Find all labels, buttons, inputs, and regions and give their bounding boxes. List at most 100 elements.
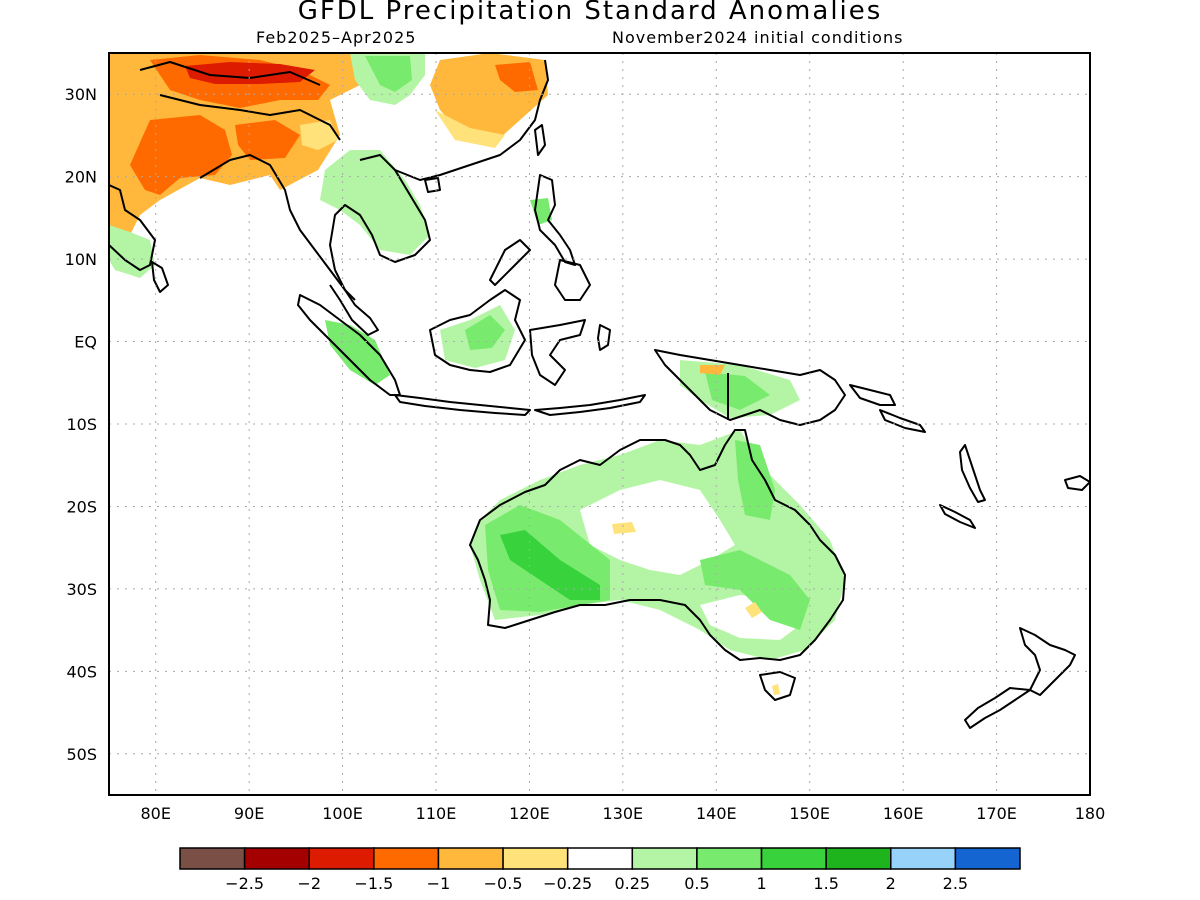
wet-anomaly-sumatra bbox=[325, 320, 390, 385]
coast-halmahera bbox=[597, 324, 611, 351]
colorbar-tick-label: 1 bbox=[756, 874, 766, 893]
weak-dry-anomaly-burma bbox=[300, 120, 338, 150]
coast-india bbox=[109, 184, 156, 271]
coast-tasmania bbox=[759, 671, 796, 701]
colorbar-swatch bbox=[502, 847, 569, 870]
coast-new-zealand-north bbox=[1019, 627, 1076, 696]
gridlines bbox=[109, 53, 1090, 795]
coast-mindanao bbox=[554, 259, 591, 301]
latitude-label: 30N bbox=[65, 85, 97, 104]
coast-malay-peninsula bbox=[329, 269, 379, 336]
weak-dry-anomaly-se-australia bbox=[745, 602, 762, 618]
colorbar-swatch bbox=[631, 847, 698, 870]
colorbar-swatch bbox=[696, 847, 763, 870]
colorbar-tick-label: 0.5 bbox=[684, 874, 709, 893]
coast-fiji bbox=[1064, 475, 1090, 491]
dry-anomaly-new-guinea bbox=[700, 365, 725, 375]
wet-anomaly-east-australia bbox=[700, 550, 810, 630]
wet-anomaly-north-australia bbox=[735, 440, 775, 520]
coast-new-britain bbox=[849, 384, 896, 406]
colorbar-labels: −2.5 −2 −1.5 −1 −0.5 −0.25 0.25 0.5 1 1.5 2 2.5 bbox=[225, 874, 968, 893]
wet-anomaly-tibet-core bbox=[365, 56, 412, 92]
coast-lesser-sunda bbox=[534, 394, 646, 416]
coast-south-china bbox=[394, 59, 549, 181]
moderate-dry-anomaly-burma bbox=[235, 120, 300, 160]
colorbar-tick-label: 2.5 bbox=[943, 874, 968, 893]
longitude-label: 140E bbox=[696, 804, 737, 823]
coast-new-zealand-south bbox=[964, 687, 1031, 729]
longitude-label: 150E bbox=[789, 804, 830, 823]
coast-new-guinea bbox=[654, 349, 846, 426]
map-title: GFDL Precipitation Standard Anomalies bbox=[297, 0, 883, 26]
moderate-dry-anomaly-east-china bbox=[495, 62, 538, 92]
longitude-label: 180 bbox=[1075, 804, 1106, 823]
colorbar-swatch bbox=[890, 847, 957, 870]
colorbar-tick-label: −1 bbox=[427, 874, 451, 893]
colorbar-swatch bbox=[760, 847, 827, 870]
forecast-period: Feb2025–Apr2025 bbox=[256, 28, 417, 47]
wet-anomaly-india-coast bbox=[109, 225, 155, 278]
coast-solomons bbox=[879, 409, 926, 433]
map-frame bbox=[108, 52, 1091, 796]
wet-anomaly-indochina bbox=[320, 150, 430, 255]
weak-dry-anomaly-tasmania bbox=[772, 684, 780, 695]
colorbar-swatch bbox=[179, 847, 246, 870]
coast-bay-of-bengal bbox=[199, 154, 356, 301]
colorbar-tick-label: −2.5 bbox=[225, 874, 264, 893]
longitude-label: 120E bbox=[509, 804, 550, 823]
latitude-label: 50S bbox=[66, 745, 97, 764]
coast-tibet-border bbox=[139, 61, 321, 86]
coast-sulawesi bbox=[529, 319, 586, 386]
longitude-label: 110E bbox=[416, 804, 457, 823]
colorbar-swatch bbox=[308, 847, 375, 870]
strong-dry-anomaly-tibet bbox=[185, 62, 315, 84]
longitude-label: 100E bbox=[322, 804, 363, 823]
longitude-label: 160E bbox=[883, 804, 924, 823]
wet-anomaly-new-guinea-core bbox=[705, 372, 770, 410]
coast-new-caledonia bbox=[939, 504, 976, 529]
longitude-labels: 80E 90E 100E 110E 120E 130E 140E 150E 160E 170E 18… bbox=[140, 804, 1105, 823]
coast-indochina bbox=[329, 154, 431, 271]
longitude-label: 90E bbox=[234, 804, 264, 823]
wet-anomaly-borneo-core bbox=[465, 315, 505, 350]
coast-vanuatu bbox=[959, 444, 986, 503]
latitude-label: 40S bbox=[66, 662, 97, 681]
longitude-label: 80E bbox=[140, 804, 170, 823]
initial-conditions-label: November2024 initial conditions bbox=[612, 28, 904, 47]
colorbar-swatch bbox=[954, 847, 1021, 870]
latitude-label: 20S bbox=[66, 497, 97, 516]
colorbar bbox=[179, 847, 1021, 870]
longitude-label: 170E bbox=[976, 804, 1017, 823]
coast-australia bbox=[469, 429, 846, 661]
colorbar-tick-label: −0.5 bbox=[484, 874, 523, 893]
latitude-label: 10N bbox=[65, 250, 97, 269]
colorbar-swatch bbox=[243, 847, 310, 870]
coast-hainan bbox=[424, 177, 441, 193]
coastlines bbox=[109, 59, 1090, 729]
colorbar-tick-label: 2 bbox=[886, 874, 896, 893]
weak-dry-anomaly-central-australia bbox=[612, 522, 636, 534]
neutral-anomaly-central-australia bbox=[580, 480, 735, 575]
colorbar-tick-label: −2 bbox=[297, 874, 321, 893]
coast-sri-lanka bbox=[151, 261, 169, 293]
colorbar-tick-label: 0.25 bbox=[614, 874, 650, 893]
coast-java bbox=[394, 394, 531, 416]
coast-china-border bbox=[159, 94, 341, 141]
coast-taiwan bbox=[534, 124, 546, 156]
colorbar-tick-label: −1.5 bbox=[354, 874, 393, 893]
colorbar-swatch bbox=[566, 847, 634, 870]
longitude-label: 130E bbox=[603, 804, 644, 823]
latitude-label: 30S bbox=[66, 580, 97, 599]
colorbar-swatch bbox=[825, 847, 892, 870]
colorbar-swatch bbox=[437, 847, 504, 870]
colorbar-tick-label: −0.25 bbox=[543, 874, 592, 893]
latitude-labels: 30N 20N 10N EQ 10S 20S 30S 40S 50S bbox=[65, 85, 97, 764]
anomaly-shading bbox=[109, 53, 845, 695]
latitude-label: 20N bbox=[65, 168, 97, 187]
coast-luzon bbox=[534, 174, 576, 266]
strong-wet-anomaly-west-australia bbox=[500, 530, 600, 600]
latitude-label: 10S bbox=[66, 415, 97, 434]
colorbar-swatch bbox=[373, 847, 440, 870]
colorbar-tick-label: 1.5 bbox=[813, 874, 838, 893]
